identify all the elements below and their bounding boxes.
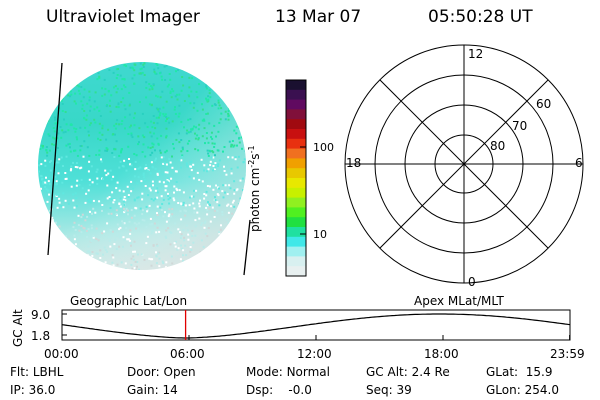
colorbar-segment bbox=[286, 89, 306, 101]
x-tick-label-1200: 12:00 bbox=[297, 347, 332, 361]
y-tick-label-9: 9.0 bbox=[31, 308, 51, 322]
mlt-label-0: 0 bbox=[468, 275, 476, 289]
info-door: Door: Open bbox=[127, 365, 196, 379]
app-title: Ultraviolet Imager bbox=[46, 7, 200, 27]
y-axis-label: GC Alt bbox=[11, 309, 25, 347]
info-dsp: Dsp: -0.0 bbox=[246, 383, 312, 397]
colorbar-tick-label-10: 10 bbox=[313, 228, 327, 241]
polar-plot bbox=[344, 44, 584, 284]
colorbar-segment bbox=[286, 129, 306, 140]
polar-diagonal-2 bbox=[379, 79, 549, 249]
observation-date: 13 Mar 07 bbox=[275, 7, 362, 27]
info-ip: IP: 36.0 bbox=[10, 383, 56, 397]
colorbar-segment bbox=[286, 138, 306, 150]
colorbar-segment bbox=[286, 109, 306, 120]
info-filter: Flt: LBHL bbox=[10, 365, 64, 379]
colorbar-segment bbox=[286, 80, 306, 91]
x-tick-label-2359: 23:59 bbox=[550, 347, 585, 361]
x-tick-label-0600: 06:00 bbox=[170, 347, 205, 361]
colorbar-frame bbox=[285, 79, 307, 277]
colorbar-segment bbox=[286, 266, 306, 277]
lat-label-60: 60 bbox=[536, 97, 552, 111]
mlt-label-6: 6 bbox=[575, 156, 583, 170]
info-glat: GLat: 15.9 bbox=[486, 365, 553, 379]
colorbar-label: photon cm-2s-1 bbox=[247, 145, 262, 232]
colorbar-segment bbox=[286, 148, 306, 159]
info-glon: GLon: 254.0 bbox=[486, 383, 559, 397]
colorbar bbox=[286, 80, 306, 277]
lat-label-80: 80 bbox=[490, 139, 506, 153]
x-tick-label-1800: 18:00 bbox=[424, 347, 459, 361]
geographic-coords-title: Geographic Lat/Lon bbox=[70, 294, 188, 308]
limb-line-right bbox=[243, 219, 251, 276]
mlt-label-12: 12 bbox=[468, 47, 484, 61]
info-mode: Mode: Normal bbox=[246, 365, 330, 379]
info-gc-alt: GC Alt: 2.4 Re bbox=[366, 365, 450, 379]
altitude-curve bbox=[61, 313, 571, 339]
auroral-disc bbox=[38, 62, 246, 270]
observation-time: 05:50:28 UT bbox=[428, 7, 533, 27]
colorbar-segment bbox=[286, 207, 306, 218]
mlt-label-18: 18 bbox=[346, 156, 362, 170]
colorbar-segment bbox=[286, 178, 306, 189]
colorbar-segment bbox=[286, 256, 306, 267]
info-seq: Seq: 39 bbox=[366, 383, 412, 397]
colorbar-segment bbox=[286, 187, 306, 199]
colorbar-segment bbox=[286, 197, 306, 208]
colorbar-segment bbox=[286, 246, 306, 257]
colorbar-segment bbox=[286, 217, 306, 228]
apex-coords-title: Apex MLat/MLT bbox=[414, 294, 504, 308]
lat-label-70: 70 bbox=[512, 119, 528, 133]
colorbar-segment bbox=[286, 99, 306, 110]
colorbar-segment bbox=[286, 168, 306, 179]
colorbar-segment bbox=[286, 119, 306, 130]
y-tick-label-1-8: 1.8 bbox=[31, 329, 51, 343]
limb-line-left bbox=[47, 62, 63, 256]
colorbar-segment bbox=[286, 158, 306, 169]
colorbar-tick-label-100: 100 bbox=[313, 141, 334, 154]
info-gain: Gain: 14 bbox=[127, 383, 178, 397]
colorbar-segment bbox=[286, 236, 306, 248]
colorbar-segment bbox=[286, 227, 306, 238]
x-tick-label-0000: 00:00 bbox=[44, 347, 79, 361]
